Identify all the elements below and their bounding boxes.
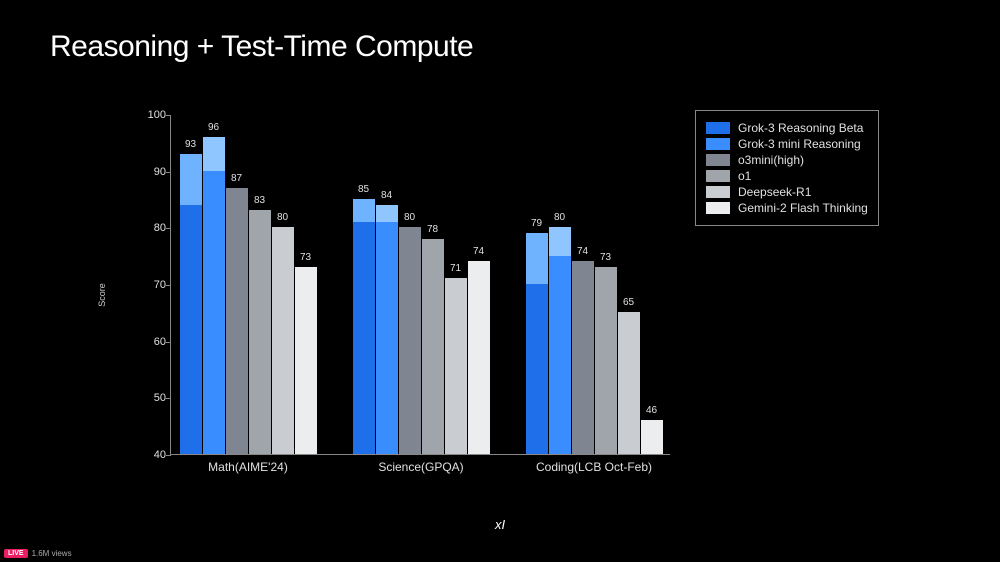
legend-label: Grok-3 mini Reasoning — [738, 137, 861, 151]
bar-value-label: 74 — [572, 246, 594, 257]
chart-bar: 46 — [641, 420, 663, 454]
x-category-label: Coding(LCB Oct-Feb) — [536, 460, 652, 474]
bar-value-label: 83 — [249, 195, 271, 206]
chart-bar: 74 — [572, 261, 594, 454]
chart-bar — [180, 205, 202, 454]
y-tick-mark — [166, 172, 171, 173]
bar-value-label: 80 — [272, 212, 294, 223]
chart-bar — [249, 261, 271, 454]
y-axis-label: Score — [97, 283, 107, 307]
legend-swatch — [706, 154, 730, 166]
y-tick-label: 80 — [141, 222, 166, 234]
chart-bar: 80 — [399, 227, 421, 454]
live-badge: LIVE — [4, 549, 28, 558]
y-tick-mark — [166, 115, 171, 116]
chart-title: Reasoning + Test-Time Compute — [50, 30, 473, 64]
legend-item: o3mini(high) — [706, 153, 868, 167]
bar-value-label: 93 — [180, 139, 202, 150]
bar-value-label: 84 — [376, 190, 398, 201]
legend-swatch — [706, 186, 730, 198]
chart-bar-overlay: 83 — [249, 210, 271, 261]
chart-bar — [526, 284, 548, 454]
y-tick-mark — [166, 285, 171, 286]
legend: Grok-3 Reasoning Beta Grok-3 mini Reasoni… — [695, 110, 879, 226]
bar-value-label: 65 — [618, 297, 640, 308]
y-tick-label: 70 — [141, 279, 166, 291]
chart-bar — [549, 256, 571, 454]
chart-bar: 73 — [595, 267, 617, 454]
chart-bar: 65 — [618, 312, 640, 454]
chart-bar: 71 — [445, 278, 467, 454]
bar-value-label: 85 — [353, 184, 375, 195]
legend-label: o3mini(high) — [738, 153, 804, 167]
legend-swatch — [706, 202, 730, 214]
legend-item: Deepseek-R1 — [706, 185, 868, 199]
legend-label: o1 — [738, 169, 751, 183]
chart-bar-overlay: 96 — [203, 137, 225, 171]
chart-bar-overlay: 85 — [353, 199, 375, 222]
bar-value-label: 96 — [203, 122, 225, 133]
y-tick-mark — [166, 398, 171, 399]
bar-value-label: 80 — [549, 212, 571, 223]
chart-bar — [376, 222, 398, 454]
bar-value-label: 71 — [445, 263, 467, 274]
views-count: 1.6M views — [32, 549, 72, 558]
chart-area: Score 405060708090100Math(AIME'24)939687… — [140, 105, 670, 485]
legend-label: Deepseek-R1 — [738, 185, 811, 199]
chart-bar — [203, 171, 225, 454]
legend-swatch — [706, 122, 730, 134]
y-tick-label: 90 — [141, 166, 166, 178]
chart-bar: 74 — [468, 261, 490, 454]
legend-swatch — [706, 138, 730, 150]
legend-item: Grok-3 Reasoning Beta — [706, 121, 868, 135]
y-tick-label: 50 — [141, 392, 166, 404]
legend-item: Gemini-2 Flash Thinking — [706, 201, 868, 215]
live-row: LIVE 1.6M views — [4, 549, 72, 558]
chart-bar-overlay: 80 — [549, 227, 571, 255]
legend-label: Gemini-2 Flash Thinking — [738, 201, 868, 215]
bar-value-label: 80 — [399, 212, 421, 223]
chart-bar: 78 — [422, 239, 444, 454]
chart-bar — [353, 222, 375, 454]
y-tick-mark — [166, 455, 171, 456]
legend-label: Grok-3 Reasoning Beta — [738, 121, 863, 135]
bar-value-label: 46 — [641, 405, 663, 416]
legend-swatch — [706, 170, 730, 182]
bar-value-label: 73 — [295, 252, 317, 263]
x-category-label: Science(GPQA) — [378, 460, 463, 474]
legend-item: Grok-3 mini Reasoning — [706, 137, 868, 151]
y-tick-label: 60 — [141, 336, 166, 348]
bar-value-label: 78 — [422, 224, 444, 235]
bar-value-label: 74 — [468, 246, 490, 257]
y-tick-mark — [166, 228, 171, 229]
legend-item: o1 — [706, 169, 868, 183]
chart-bar-overlay: 79 — [526, 233, 548, 284]
y-tick-mark — [166, 342, 171, 343]
bar-value-label: 73 — [595, 252, 617, 263]
bar-value-label: 79 — [526, 218, 548, 229]
x-category-label: Math(AIME'24) — [208, 460, 288, 474]
brand-logo: xI — [495, 517, 505, 532]
y-tick-label: 100 — [141, 109, 166, 121]
y-tick-label: 40 — [141, 449, 166, 461]
chart-bar-overlay: 93 — [180, 154, 202, 205]
chart-plot: 405060708090100Math(AIME'24)939687838073… — [170, 115, 670, 455]
chart-bar-overlay: 84 — [376, 205, 398, 222]
chart-bar: 87 — [226, 188, 248, 454]
bar-value-label: 87 — [226, 173, 248, 184]
chart-bar: 80 — [272, 227, 294, 454]
chart-bar: 73 — [295, 267, 317, 454]
